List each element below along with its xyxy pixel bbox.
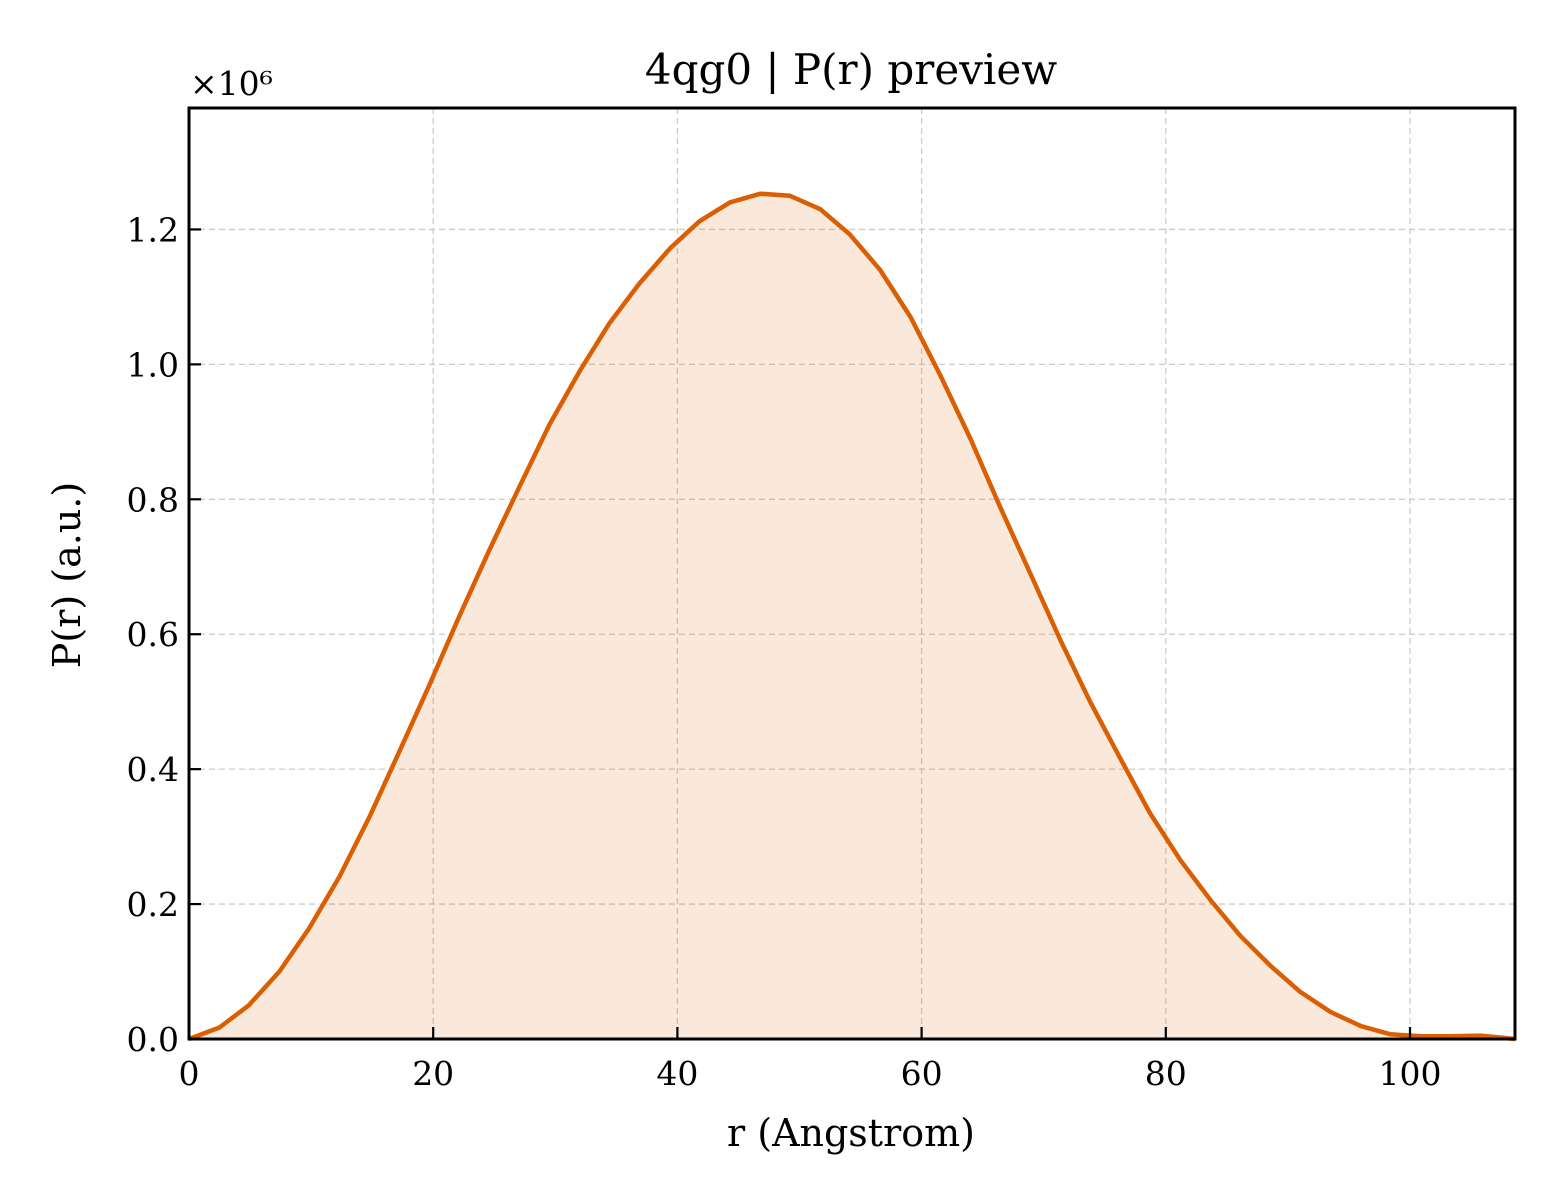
y-tick-labels: 0.0 0.2 0.4 0.6 0.8 1.0 1.2	[127, 210, 179, 1059]
y-tick-label: 1.0	[127, 345, 179, 384]
y-scale-multiplier: ×10⁶	[190, 64, 273, 103]
plot-frame	[187, 106, 1517, 1041]
x-axis-label: r (Angstrom)	[727, 1111, 975, 1155]
x-tick-label: 40	[656, 1054, 698, 1093]
x-tick-label: 20	[412, 1054, 454, 1093]
pr-series-line	[188, 191, 1516, 1042]
y-tick-label: 0.4	[127, 750, 179, 789]
chart-title: 4qg0 | P(r) preview	[645, 45, 1057, 94]
y-tick-label: 1.2	[127, 210, 179, 249]
y-tick-label: 0.6	[127, 615, 179, 654]
x-tick-label: 80	[1145, 1054, 1187, 1093]
x-tick-label: 0	[179, 1054, 200, 1093]
pr-area-fill	[189, 193, 1515, 1039]
y-axis-label: P(r) (a.u.)	[45, 482, 89, 668]
x-tick-label: 100	[1378, 1054, 1441, 1093]
y-tick-label: 0.8	[127, 480, 179, 519]
grid	[188, 108, 1515, 1039]
x-tick-label: 60	[901, 1054, 943, 1093]
x-tick-labels: 0 20 40 60 80 100	[179, 1054, 1442, 1093]
y-tick-label: 0.0	[127, 1020, 179, 1059]
y-tick-label: 0.2	[127, 885, 179, 924]
